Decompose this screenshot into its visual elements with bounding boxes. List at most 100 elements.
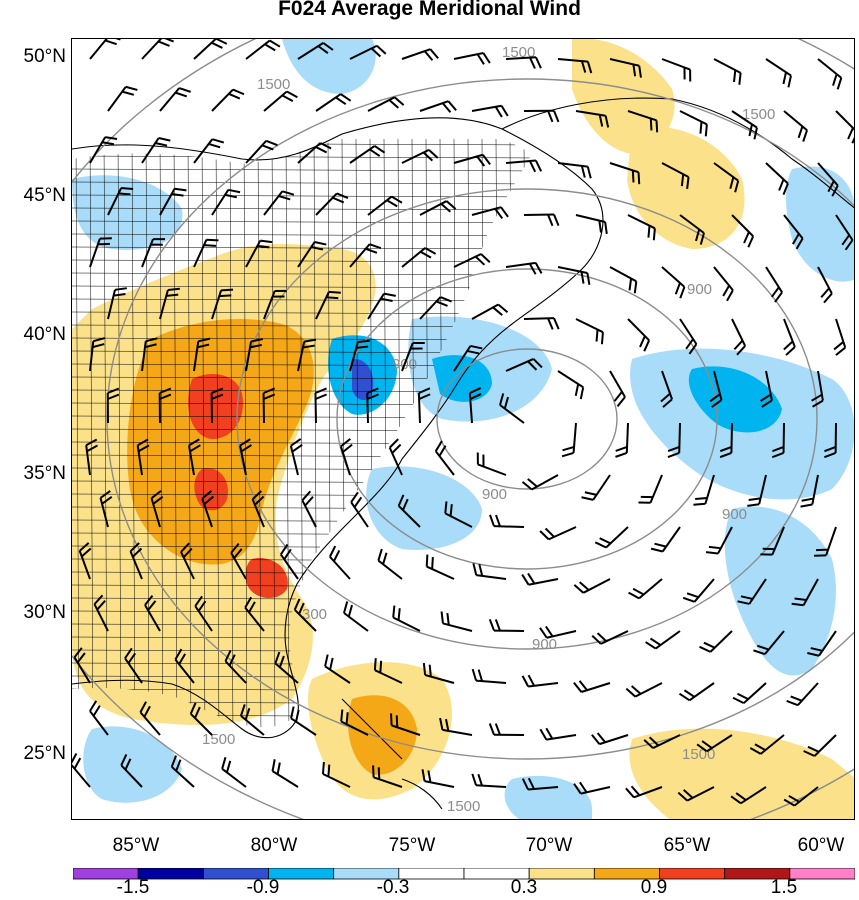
barb-shaft bbox=[245, 39, 271, 60]
barb-flag bbox=[124, 758, 132, 771]
barb-flag bbox=[446, 612, 450, 626]
barb-flag bbox=[93, 337, 106, 343]
barb-flag bbox=[174, 648, 183, 660]
barb-flag bbox=[547, 214, 554, 227]
barb-flag bbox=[686, 176, 690, 190]
barb-flag bbox=[680, 174, 685, 187]
barb-shaft bbox=[349, 145, 376, 164]
wind-barb bbox=[279, 543, 299, 580]
county-line-v bbox=[313, 138, 318, 728]
contour-label: 1500 bbox=[742, 106, 775, 123]
wind-barb bbox=[392, 605, 421, 632]
county-line-v bbox=[201, 138, 206, 728]
barb-flag bbox=[278, 195, 291, 201]
contour-label: 1500 bbox=[257, 76, 290, 93]
lon-label-70: 70°W bbox=[525, 835, 573, 856]
barb-shaft bbox=[783, 318, 796, 348]
wind-barb bbox=[835, 110, 854, 144]
barb-flag bbox=[797, 126, 804, 139]
barb-flag bbox=[492, 306, 503, 316]
wind-barb bbox=[321, 761, 351, 788]
wind-barb bbox=[367, 96, 405, 112]
barb-flag bbox=[586, 61, 593, 74]
wind-barb bbox=[678, 682, 715, 702]
barb-flag bbox=[418, 387, 431, 394]
barb-flag bbox=[489, 514, 495, 527]
barb-flag bbox=[302, 344, 315, 349]
barb-flag bbox=[107, 393, 120, 400]
wind-barb bbox=[730, 786, 767, 805]
barb-flag bbox=[527, 360, 538, 371]
barb-flag bbox=[652, 228, 656, 241]
barb-flag bbox=[150, 490, 162, 500]
barb-flag bbox=[649, 637, 662, 646]
barb-flag bbox=[772, 446, 784, 453]
barb-flag bbox=[598, 220, 602, 233]
barb-flag bbox=[86, 444, 98, 453]
county-line-h bbox=[72, 285, 532, 289]
barb-flag bbox=[836, 77, 843, 90]
barb-shaft bbox=[471, 303, 499, 320]
barb-flag bbox=[786, 699, 799, 707]
barb-flag bbox=[145, 337, 158, 343]
county-line-v bbox=[327, 138, 332, 728]
county-line-v bbox=[481, 138, 486, 728]
barb-flag bbox=[326, 296, 339, 300]
barb-shaft bbox=[193, 39, 217, 60]
wind-barb bbox=[444, 501, 473, 528]
barb-shaft bbox=[709, 630, 733, 653]
barb-flag bbox=[471, 668, 478, 681]
barb-shaft bbox=[638, 578, 663, 600]
wind-barb bbox=[397, 494, 421, 528]
barb-shaft bbox=[419, 200, 448, 216]
barb-flag bbox=[811, 393, 823, 402]
barb-flag bbox=[738, 72, 742, 85]
wind-barb bbox=[833, 318, 847, 356]
wind-barb bbox=[89, 700, 109, 736]
barb-shaft bbox=[582, 578, 611, 594]
coast-north bbox=[501, 97, 854, 209]
barb-flag bbox=[824, 446, 837, 453]
wind-barb bbox=[150, 490, 164, 528]
barb-shaft bbox=[329, 556, 351, 580]
barb-flag bbox=[315, 146, 328, 154]
wind-barbs bbox=[72, 39, 854, 807]
barb-flag bbox=[639, 335, 646, 348]
barb-flag bbox=[428, 149, 439, 159]
barb-flag bbox=[535, 56, 542, 69]
lon-label-65: 65°W bbox=[663, 835, 711, 856]
barb-flag bbox=[211, 387, 224, 394]
barb-flag bbox=[271, 759, 276, 772]
wind-barb bbox=[289, 438, 303, 476]
barb-flag bbox=[279, 543, 289, 555]
wind-barb bbox=[731, 110, 758, 140]
wind-barb bbox=[627, 318, 651, 352]
barb-flag bbox=[847, 127, 854, 140]
wind-barb bbox=[696, 734, 733, 753]
barb-flag bbox=[402, 498, 409, 511]
wind-barb bbox=[99, 490, 113, 528]
barb-flag bbox=[574, 383, 580, 396]
barb-flag bbox=[278, 655, 285, 668]
barb-flag bbox=[682, 789, 694, 799]
barb-flag bbox=[778, 179, 785, 191]
lon-label-80: 80°W bbox=[250, 835, 298, 856]
wind-barb bbox=[72, 753, 91, 788]
county-line-v bbox=[215, 138, 220, 728]
barb-flag bbox=[591, 734, 601, 745]
wind-barb bbox=[638, 474, 663, 504]
contour-label: 900 bbox=[482, 486, 507, 503]
wind-barb bbox=[747, 474, 767, 507]
barb-flag bbox=[224, 193, 237, 199]
wind-barb bbox=[328, 545, 351, 580]
barb-flag bbox=[539, 530, 550, 541]
barb-flag bbox=[701, 740, 713, 749]
barb-flag bbox=[753, 649, 766, 656]
barb-flag bbox=[314, 241, 327, 246]
wind-barb bbox=[661, 162, 690, 190]
barb-flag bbox=[189, 444, 201, 453]
wind-barb bbox=[89, 136, 118, 164]
barb-shaft bbox=[713, 266, 734, 291]
barb-flag bbox=[795, 237, 804, 250]
barb-flag bbox=[144, 595, 154, 606]
